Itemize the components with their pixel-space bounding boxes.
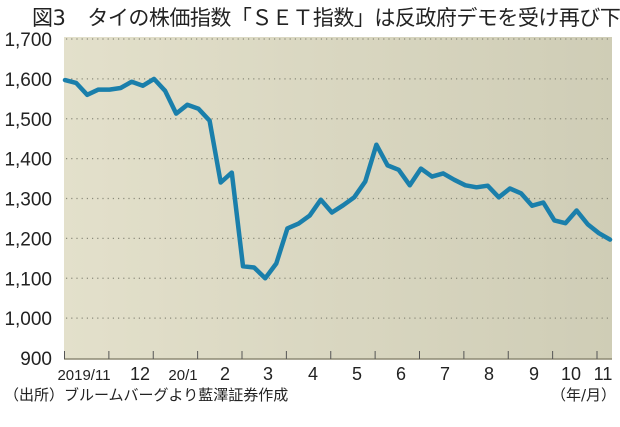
- x-tick-label: 4: [308, 364, 318, 384]
- source-note: （出所）ブルームバーグより藍澤証券作成: [4, 386, 289, 404]
- y-tick-label: 1,000: [4, 309, 52, 330]
- x-tick-label: 3: [263, 364, 273, 384]
- x-axis-unit: （年/月）: [550, 386, 616, 404]
- y-tick-label: 1,300: [4, 190, 52, 211]
- x-tick-label: 7: [440, 364, 450, 384]
- x-tick-label: 8: [484, 364, 494, 384]
- title-text: タイの株価指数「ＳＥＴ指数」は反政府デモを受け再び下落: [87, 6, 620, 30]
- y-tick-label: 1,100: [4, 269, 52, 290]
- x-tick-label: 2: [220, 364, 230, 384]
- y-tick-label: 1,700: [4, 30, 52, 51]
- y-tick-label: 1,200: [4, 229, 52, 250]
- y-tick-label: 1,600: [4, 70, 52, 91]
- figure-number: 図3: [32, 6, 66, 30]
- x-tick-label: 5: [352, 364, 362, 384]
- y-tick-label: 900: [20, 349, 52, 370]
- x-tick-label: 10: [561, 364, 581, 384]
- set-index-line: [62, 76, 613, 281]
- y-tick-label: 1,400: [4, 150, 52, 171]
- y-tick-label: 1,500: [4, 110, 52, 131]
- x-tick-label: 9: [529, 364, 539, 384]
- x-tick-label: 12: [130, 364, 150, 384]
- x-axis: 2019/11 12 20/1 2 3 4 5 6 7 8 9 10 11: [57, 351, 612, 384]
- x-tick-label: 20/1: [168, 367, 197, 384]
- y-axis-labels: 900 1,000 1,100 1,200 1,300 1,400 1,500 1,600 1,…: [4, 30, 52, 370]
- chart-title: 図3 タイの株価指数「ＳＥＴ指数」は反政府デモを受け再び下落: [32, 2, 620, 32]
- x-tick-label: 6: [396, 364, 406, 384]
- x-tick-label: 11: [594, 364, 613, 384]
- x-tick-label: 2019/11: [57, 367, 110, 384]
